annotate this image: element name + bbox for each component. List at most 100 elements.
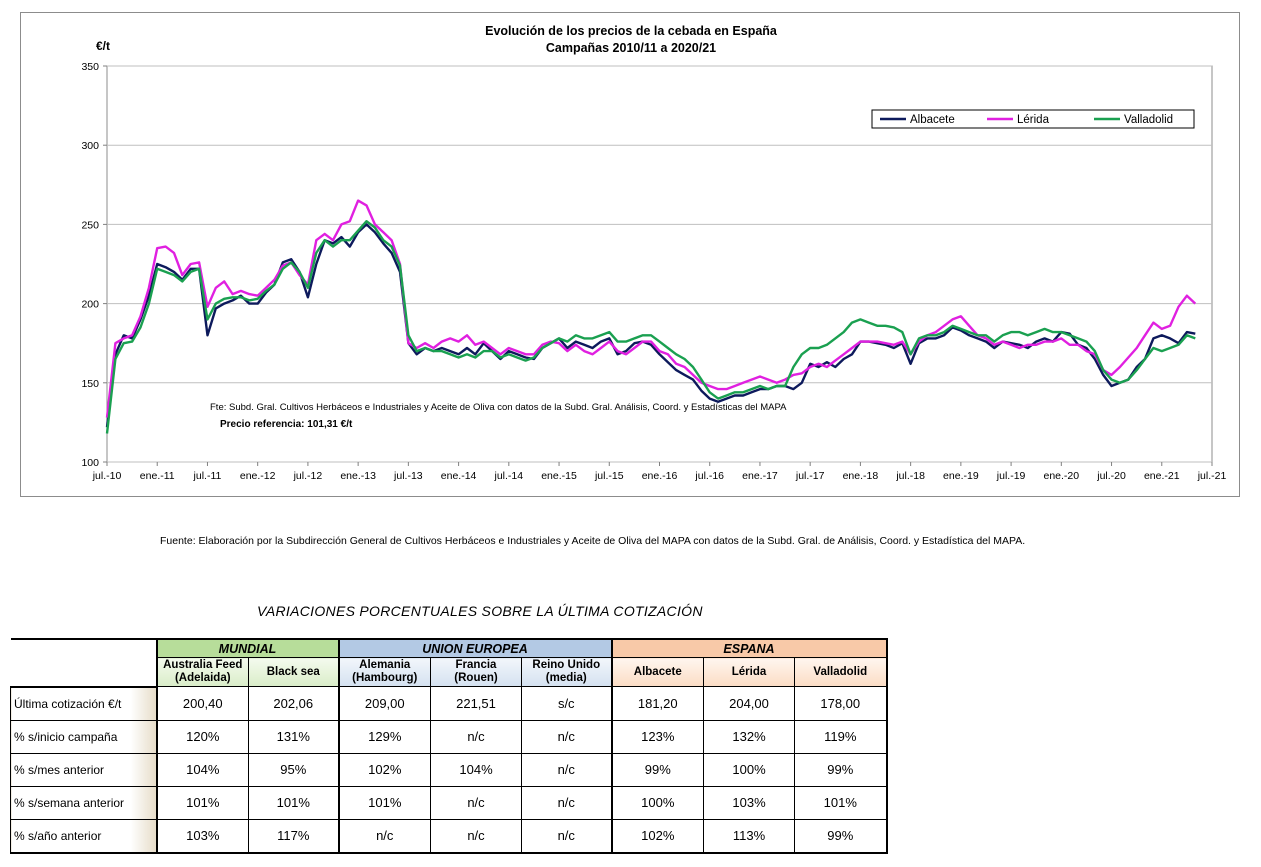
reference-price-annotation: Precio referencia: 101,31 €/t — [220, 419, 353, 430]
x-tick-label: ene.-15 — [541, 470, 577, 482]
table-cell: 113% — [703, 818, 795, 854]
source-note: Fuente: Elaboración por la Subdirección … — [160, 535, 1026, 547]
table-row: % s/semana anterior 101% 101% 101% n/c n/c 100… — [10, 785, 888, 820]
series-line-albacete — [105, 223, 1196, 428]
table-cell: 209,00 — [337, 686, 431, 721]
table-cell: 99% — [794, 752, 888, 787]
col-header-valladolid: Valladolid — [794, 657, 888, 687]
legend-box — [871, 109, 1195, 129]
x-tick-label: ene.-11 — [140, 470, 175, 482]
table-cell: 104% — [155, 752, 249, 787]
table-cell: 221,51 — [430, 686, 522, 721]
table-cell: 102% — [610, 818, 704, 854]
table-cell: n/c — [337, 818, 431, 854]
table-cell: 200,40 — [155, 686, 249, 721]
table-cell: n/c — [430, 785, 522, 820]
x-tick-label: jul.-10 — [92, 470, 122, 482]
row-label: Última cotización €/t — [10, 685, 157, 721]
x-tick-label: jul.-21 — [1197, 470, 1227, 482]
table-cell: 202,06 — [248, 686, 339, 721]
chart-subtitle: Campañas 2010/11 a 2020/21 — [546, 41, 716, 55]
table-cell: 102% — [337, 752, 431, 787]
row-label: % s/semana anterior — [10, 785, 157, 820]
y-axis-label: €/t — [96, 39, 110, 53]
col-header-alemania: Alemania (Hambourg) — [337, 657, 431, 687]
x-tick-label: ene.-19 — [943, 470, 979, 482]
table-cell: 103% — [155, 818, 249, 854]
table-cell: 101% — [337, 785, 431, 820]
table-cell: n/c — [521, 719, 612, 754]
x-tick-label: ene.-13 — [340, 470, 376, 482]
table-cell: 204,00 — [703, 686, 795, 721]
x-tick-label: ene.-14 — [441, 470, 477, 482]
table-cell: 95% — [248, 752, 339, 787]
col-header-black-sea: Black sea — [248, 657, 339, 687]
group-header-mundial: MUNDIAL — [155, 638, 339, 658]
table-cell: s/c — [521, 686, 612, 721]
table-cell: n/c — [430, 719, 522, 754]
group-header-espana: ESPANA — [610, 638, 888, 658]
y-tick-label: 250 — [81, 219, 99, 231]
x-tick-label: jul.-12 — [293, 470, 323, 482]
table-body: Última cotización €/t 200,40 202,06 209,00 2… — [10, 685, 888, 854]
table-cell: 119% — [794, 719, 888, 754]
table-cell: 129% — [337, 719, 431, 754]
col-header-albacete: Albacete — [610, 657, 704, 687]
y-tick-label: 300 — [81, 140, 99, 152]
table-cell: n/c — [521, 818, 612, 854]
table-row: % s/año anterior 103% 117% n/c n/c n/c 102% 113… — [10, 818, 888, 854]
legend-label: Lérida — [1017, 114, 1050, 126]
table-title: VARIACIONES PORCENTUALES SOBRE LA ÚLTIMA… — [257, 603, 703, 619]
x-tick-label: jul.-13 — [393, 470, 423, 482]
table-cell: 178,00 — [794, 686, 888, 721]
table-cell: 101% — [248, 785, 339, 820]
x-tick-label: jul.-11 — [193, 470, 222, 482]
col-header-lerida: Lérida — [703, 657, 795, 687]
x-tick-label: jul.-15 — [594, 470, 624, 482]
col-header-reino-unido: Reino Unido (media) — [521, 657, 612, 687]
table-cell: 104% — [430, 752, 522, 787]
col-header-francia: Francia (Rouen) — [430, 657, 522, 687]
table-cell: 117% — [248, 818, 339, 854]
y-tick-label: 350 — [81, 61, 99, 73]
x-tick-label: jul.-18 — [895, 470, 925, 482]
table-row: % s/inicio campaña 120% 131% 129% n/c n/c 123%… — [10, 719, 888, 754]
x-tick-label: ene.-12 — [240, 470, 276, 482]
table-corner-2 — [10, 657, 157, 687]
group-header-ue: UNION EUROPEA — [337, 638, 612, 658]
table-cell: 100% — [703, 752, 795, 787]
chart-source-annotation: Fte: Subd. Gral. Cultivos Herbáceos e In… — [210, 402, 787, 413]
x-tick-label: ene.-17 — [742, 470, 778, 482]
x-tick-label: ene.-16 — [642, 470, 678, 482]
table-cell: 120% — [155, 719, 249, 754]
x-tick-label: ene.-18 — [843, 470, 879, 482]
x-tick-label: jul.-14 — [494, 470, 524, 482]
table-cell: 99% — [794, 818, 888, 854]
x-tick-label: jul.-16 — [694, 470, 724, 482]
table-cell: n/c — [430, 818, 522, 854]
table-cell: 181,20 — [610, 686, 704, 721]
table-cell: 101% — [794, 785, 888, 820]
y-tick-label: 150 — [81, 378, 99, 390]
table-cell: 99% — [610, 752, 704, 787]
table-cell: n/c — [521, 785, 612, 820]
table-cell: 131% — [248, 719, 339, 754]
table-corner — [10, 638, 157, 658]
row-label: % s/mes anterior — [10, 752, 157, 787]
table-cell: 123% — [610, 719, 704, 754]
chart-frame: 100 150 200 250 300 350 jul.-10 ene.-11 jul.-11 e… — [20, 12, 1240, 497]
table-row: Última cotización €/t 200,40 202,06 209,00 2… — [10, 685, 888, 721]
row-label: % s/año anterior — [10, 818, 157, 854]
y-tick-label: 100 — [81, 457, 99, 469]
table-cell: 100% — [610, 785, 704, 820]
series-line-valladolid — [105, 219, 1196, 434]
price-line-chart: 100 150 200 250 300 350 jul.-10 ene.-11 jul.-11 e… — [81, 24, 1227, 482]
x-tick-label: ene.-21 — [1144, 470, 1180, 482]
x-tick-label: ene.-20 — [1044, 470, 1080, 482]
legend-label: Albacete — [910, 114, 955, 126]
x-tick-label: jul.-20 — [1096, 470, 1126, 482]
table-row: % s/mes anterior 104% 95% 102% 104% n/c 99% 100… — [10, 752, 888, 787]
x-tick-label: jul.-17 — [795, 470, 825, 482]
table-cell: 103% — [703, 785, 795, 820]
table-cell: 132% — [703, 719, 795, 754]
